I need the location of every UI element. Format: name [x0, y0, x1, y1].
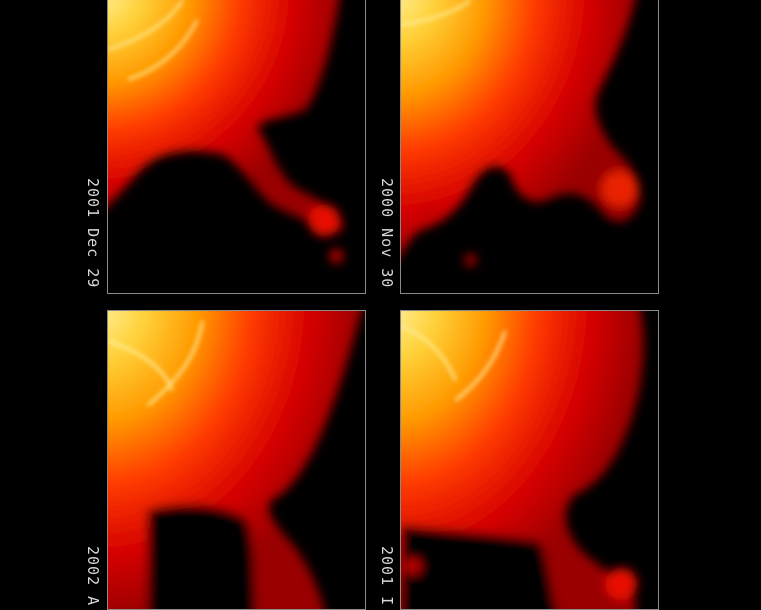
date-label: 2001 I — [378, 546, 396, 607]
date-label: 2001 Dec 29 — [84, 178, 102, 289]
solar-limb-image — [401, 0, 641, 267]
solar-image-panel-2001-dec-29 — [107, 0, 366, 294]
solar-limb-image — [108, 311, 362, 609]
solar-image-panel-2002-a — [107, 310, 366, 610]
solar-limb-image — [108, 0, 345, 264]
date-label: 2002 A — [84, 546, 102, 607]
solar-image-panel-2000-nov-30 — [400, 0, 659, 294]
date-label: 2000 Nov 30 — [378, 178, 396, 289]
solar-image-panel-2001-i — [400, 310, 659, 610]
solar-limb-image — [401, 311, 644, 609]
